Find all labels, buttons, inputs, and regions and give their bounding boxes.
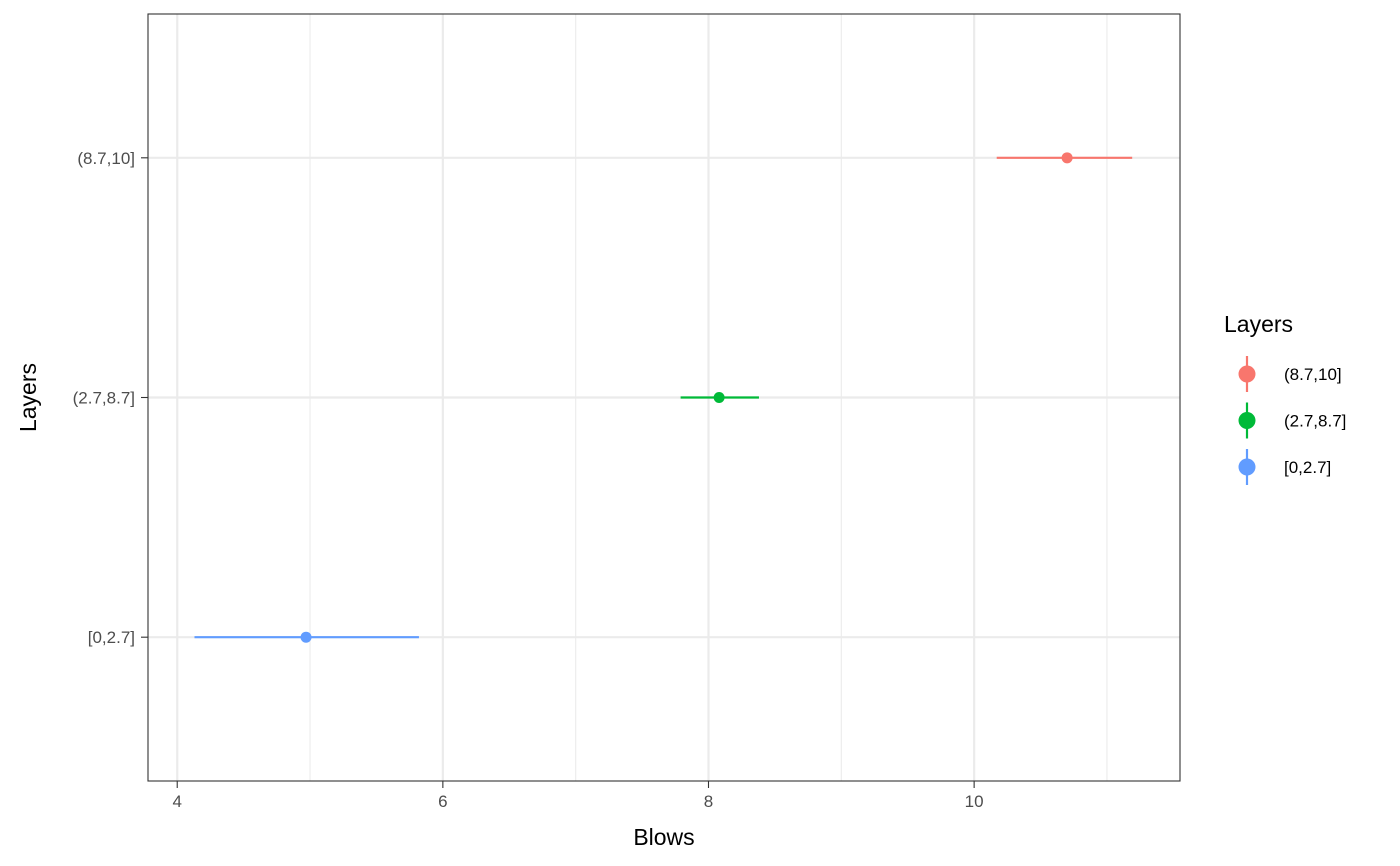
x-tick-label: 6 bbox=[438, 792, 447, 811]
legend-key-point bbox=[1238, 365, 1256, 383]
y-tick-label: [0,2.7] bbox=[88, 628, 135, 647]
legend-label: [0,2.7] bbox=[1284, 458, 1331, 477]
y-tick-label: (2.7,8.7] bbox=[73, 389, 135, 408]
x-tick-label: 4 bbox=[172, 792, 181, 811]
legend: Layers (8.7,10] (2.7,8.7] [0,2.7] bbox=[1224, 311, 1346, 485]
major-gridlines bbox=[148, 14, 1180, 781]
legend-key-point bbox=[1238, 458, 1256, 476]
legend-label: (2.7,8.7] bbox=[1284, 412, 1346, 431]
legend-item: [0,2.7] bbox=[1238, 449, 1331, 485]
x-axis: 4 6 8 10 bbox=[172, 781, 984, 811]
x-axis-title: Blows bbox=[633, 824, 694, 850]
y-axis-title: Layers bbox=[15, 363, 41, 432]
data-point bbox=[300, 631, 312, 643]
legend-title: Layers bbox=[1224, 311, 1293, 337]
data-marks bbox=[194, 152, 1133, 643]
legend-label: (8.7,10] bbox=[1284, 365, 1342, 384]
data-point bbox=[1061, 152, 1073, 164]
legend-key-point bbox=[1238, 412, 1256, 429]
legend-item: (2.7,8.7] bbox=[1238, 402, 1346, 439]
x-tick-label: 8 bbox=[704, 792, 713, 811]
data-point bbox=[713, 392, 725, 403]
x-tick-label: 10 bbox=[965, 792, 984, 811]
y-tick-label: (8.7,10] bbox=[77, 149, 135, 168]
legend-item: (8.7,10] bbox=[1238, 356, 1342, 392]
y-axis: [0,2.7] (2.7,8.7] (8.7,10] bbox=[73, 149, 148, 647]
